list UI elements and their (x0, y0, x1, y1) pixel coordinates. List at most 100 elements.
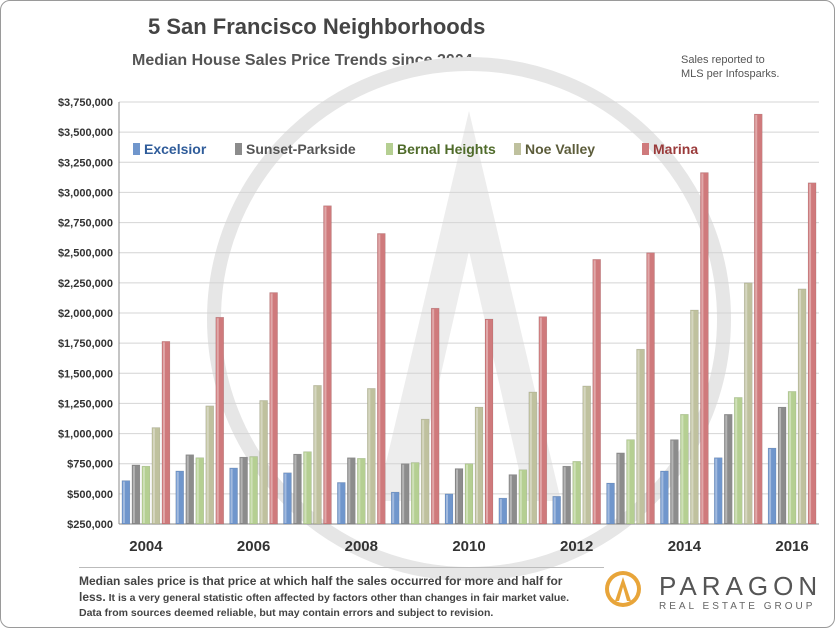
bar-marina (323, 205, 332, 525)
bar-highlight (593, 260, 596, 523)
bar-excelsior (175, 470, 185, 525)
bar-highlight (216, 318, 219, 523)
x-tick-label: 2010 (452, 538, 485, 555)
bar-highlight (779, 408, 782, 523)
bar-sunset-parkside (293, 453, 302, 525)
legend-label: Sunset-Parkside (246, 141, 356, 157)
bar-noe-valley (259, 400, 268, 525)
bar-noe-valley (528, 391, 538, 525)
bar-excelsior (121, 480, 131, 525)
bar-marina (700, 172, 709, 525)
bar-highlight (270, 293, 273, 523)
bar-bernal-heights (141, 465, 151, 525)
footnote-lead: Median sales price is that price at whic… (79, 574, 563, 604)
x-tick-label: 2006 (237, 538, 270, 555)
bar-highlight (402, 464, 405, 523)
bar-marina (215, 316, 225, 525)
bar-highlight (519, 470, 522, 523)
bar-noe-valley (313, 385, 322, 525)
bar-highlight (412, 463, 415, 523)
bar-highlight (240, 458, 243, 523)
bar-highlight (392, 493, 395, 523)
bar-bernal-heights (518, 469, 528, 525)
footnote: Median sales price is that price at whic… (79, 574, 589, 621)
bar-highlight (499, 499, 502, 523)
bar-sunset-parkside (185, 454, 195, 525)
bar-noe-valley (151, 427, 161, 525)
y-tick-label: $2,250,000 (58, 278, 113, 290)
bar-highlight (769, 449, 772, 523)
x-tick-label: 2004 (129, 538, 163, 555)
bar-bernal-heights (303, 451, 312, 525)
bar-highlight (627, 440, 630, 523)
bar-sunset-parkside (239, 456, 248, 525)
bar-marina (430, 307, 440, 525)
x-tick-label: 2012 (560, 538, 593, 555)
bar-marina (484, 318, 494, 525)
bar-highlight (715, 458, 718, 523)
bar-bernal-heights (733, 397, 743, 525)
bar-highlight (378, 234, 381, 523)
y-tick-label: $1,250,000 (58, 398, 113, 410)
bar-noe-valley (582, 385, 591, 525)
bar-highlight (607, 484, 610, 523)
bar-noe-valley (690, 309, 699, 525)
bar-excelsior (767, 447, 777, 525)
bar-excelsior (660, 470, 669, 525)
bar-sunset-parkside (508, 474, 518, 525)
bar-excelsior (552, 496, 561, 525)
bar-sunset-parkside (400, 463, 410, 525)
bar-highlight (647, 253, 650, 523)
bar-excelsior (390, 491, 400, 525)
bar-highlight (206, 406, 209, 523)
legend-label: Noe Valley (525, 141, 595, 157)
bar-highlight (432, 309, 435, 523)
bar-bernal-heights (410, 462, 420, 525)
bar-excelsior (283, 472, 292, 525)
bar-highlight (671, 440, 674, 523)
legend-swatch (133, 143, 140, 155)
bar-highlight (250, 457, 253, 523)
bar-bernal-heights (357, 458, 366, 525)
bar-highlight (186, 455, 189, 523)
logo-name: PARAGON (659, 571, 823, 601)
chart-subtitle: Median House Sales Price Trends since 20… (132, 52, 473, 69)
y-tick-label: $1,000,000 (58, 429, 113, 441)
bar-marina (161, 341, 171, 525)
bar-highlight (701, 173, 704, 523)
bar-highlight (476, 408, 478, 523)
bar-highlight (122, 481, 125, 523)
bar-sunset-parkside (616, 452, 625, 525)
bar-highlight (799, 289, 802, 523)
bar-noe-valley (474, 406, 484, 525)
bar-excelsior (713, 457, 723, 525)
bar-highlight (637, 350, 640, 523)
bar-highlight (358, 459, 361, 523)
y-tick-label: $2,750,000 (58, 218, 113, 230)
bar-highlight (324, 206, 327, 524)
bar-bernal-heights (680, 414, 689, 525)
source-note: Sales reported to MLS per Infosparks. (681, 53, 821, 81)
bar-excelsior (498, 497, 508, 525)
bar-highlight (563, 467, 566, 523)
bar-highlight (422, 420, 425, 523)
x-tick-label: 2016 (775, 538, 808, 555)
watermark-ring (207, 57, 731, 581)
bar-excelsior (444, 493, 454, 525)
bar-sunset-parkside (347, 457, 356, 525)
legend-swatch (642, 143, 649, 155)
bar-marina (807, 182, 817, 525)
bar-noe-valley (797, 288, 807, 525)
bar-marina (269, 292, 278, 525)
bar-highlight (681, 415, 684, 523)
legend-label: Excelsior (144, 141, 207, 157)
bar-highlight (691, 310, 694, 523)
bar-highlight (789, 392, 792, 523)
bar-highlight (304, 452, 307, 523)
bar-bernal-heights (626, 439, 635, 525)
y-tick-label: $3,750,000 (58, 97, 113, 109)
bar-highlight (348, 458, 351, 523)
legend-swatch (235, 143, 242, 155)
bar-highlight (486, 320, 488, 523)
